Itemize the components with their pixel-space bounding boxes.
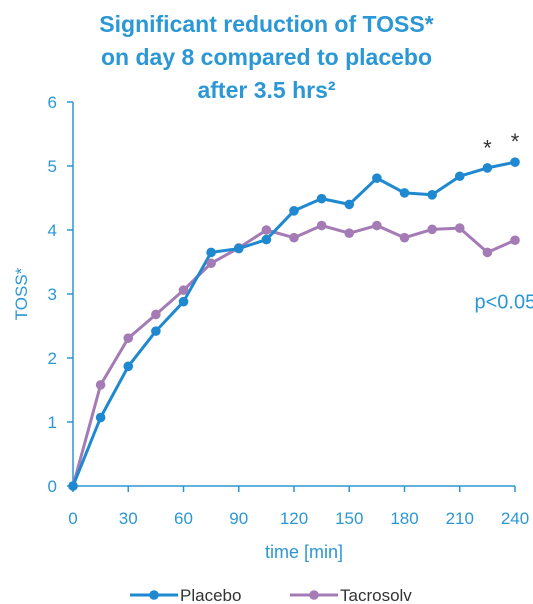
annotations: * * p<0.05 — [474, 129, 533, 313]
series-line-tacrosolv — [71, 224, 516, 487]
point-tacrosolv — [454, 223, 465, 233]
point-placebo — [206, 247, 216, 258]
point-tacrosolv — [178, 285, 189, 295]
x-axis-label: time [min] — [265, 542, 343, 562]
chart-title-line-1: Significant reduction of TOSS* — [99, 11, 434, 37]
point-tacrosolv — [482, 247, 493, 258]
point-tacrosolv — [261, 225, 272, 235]
point-placebo — [233, 243, 244, 254]
point-placebo — [316, 193, 327, 204]
point-tacrosolv — [510, 235, 520, 246]
x-tick-label: 120 — [280, 509, 308, 528]
x-tick-label: 240 — [501, 509, 529, 528]
point-tacrosolv — [344, 228, 355, 238]
point-placebo — [261, 234, 272, 245]
y-tick-label: 6 — [48, 93, 57, 112]
y-tick-label: 5 — [48, 157, 57, 176]
legend-marker-tacrosolv — [309, 590, 319, 600]
chart-title-line-2: on day 8 compared to placebo — [100, 44, 433, 70]
x-tick-label: 60 — [174, 509, 193, 528]
point-placebo — [372, 173, 382, 183]
significance-asterisk: * — [511, 129, 520, 154]
point-placebo — [95, 412, 106, 423]
point-tacrosolv — [95, 380, 106, 390]
chart-title-line-3: after 3.5 hrs² — [197, 77, 336, 103]
legend-marker-placebo — [149, 590, 159, 600]
chart-title: Significant reduction of TOSS* on day 8 … — [0, 8, 533, 107]
y-tick-label: 0 — [48, 477, 57, 496]
point-tacrosolv — [399, 232, 410, 243]
legend-label-placebo: Placebo — [180, 586, 241, 604]
legend: Placebo Tacrosolv — [130, 586, 412, 604]
series-points — [68, 157, 520, 491]
legend-label-tacrosolv: Tacrosolv — [340, 586, 412, 604]
point-tacrosolv — [206, 258, 216, 269]
significance-asterisk: * — [483, 136, 492, 161]
point-placebo — [123, 361, 134, 372]
y-tick-label: 1 — [48, 413, 57, 432]
point-tacrosolv — [151, 309, 161, 320]
y-tick-label: 3 — [48, 285, 57, 304]
point-tacrosolv — [316, 220, 327, 231]
y-axis-label: TOSS* — [12, 267, 31, 320]
point-placebo — [399, 188, 410, 198]
point-placebo — [289, 206, 299, 216]
point-placebo — [178, 296, 189, 307]
point-placebo — [482, 163, 493, 173]
point-tacrosolv — [289, 232, 299, 243]
point-placebo — [344, 199, 355, 210]
point-tacrosolv — [427, 224, 437, 235]
x-tick-label: 210 — [446, 509, 474, 528]
point-placebo — [454, 171, 465, 182]
p-value-label: p<0.05 — [474, 291, 533, 313]
y-tick-label: 4 — [48, 221, 57, 240]
x-tick-label: 90 — [229, 509, 248, 528]
x-tick-label: 180 — [390, 509, 418, 528]
x-tick-label: 0 — [68, 509, 77, 528]
point-placebo — [68, 481, 78, 491]
x-tick-label: 150 — [335, 509, 363, 528]
x-tick-label: 30 — [119, 509, 138, 528]
point-placebo — [151, 326, 161, 336]
point-tacrosolv — [123, 333, 134, 343]
point-tacrosolv — [372, 220, 382, 231]
point-placebo — [427, 190, 437, 200]
y-tick-label: 2 — [48, 349, 57, 368]
point-placebo — [510, 157, 520, 167]
